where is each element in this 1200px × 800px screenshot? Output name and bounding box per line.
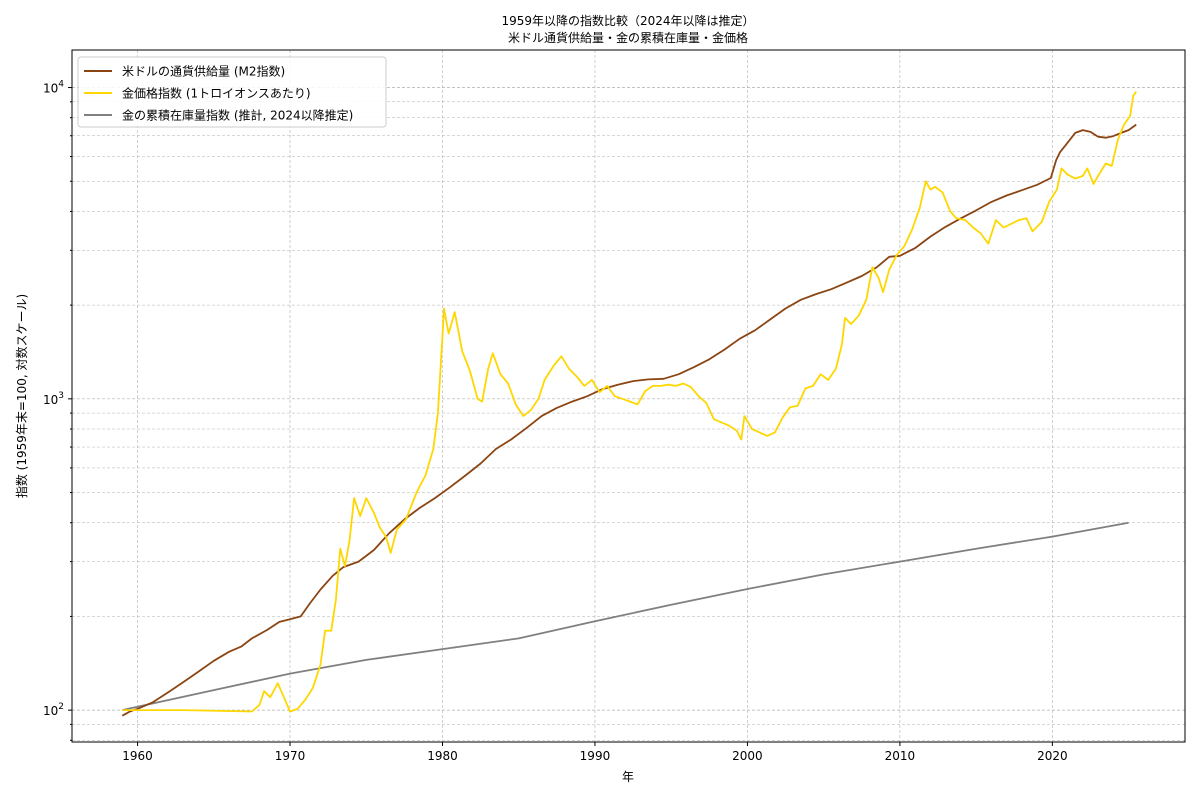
x-tick-label: 1970: [275, 749, 306, 763]
y-tick-label-base: 10: [43, 82, 58, 96]
legend-box: [77, 56, 387, 128]
chart-subtitle: 米ドル通貨供給量・金の累積在庫量・金価格: [508, 30, 748, 45]
legend-label-gold-price: 金価格指数 (1トロイオンスあたり): [122, 86, 311, 101]
x-tick-label: 1990: [580, 749, 611, 763]
legend-label-m2: 米ドルの通貨供給量 (M2指数): [122, 64, 285, 79]
x-tick-label: 2020: [1037, 749, 1068, 763]
y-tick-label: 104: [43, 80, 64, 96]
y-tick-label: 103: [43, 391, 64, 407]
y-tick-label-exponent: 4: [58, 80, 64, 90]
x-tick-label: 2000: [732, 749, 763, 763]
x-tick-label: 1960: [122, 749, 153, 763]
x-tick-label: 1980: [427, 749, 458, 763]
series-line-gold-stock: [122, 521, 1129, 711]
y-tick-label-base: 10: [43, 704, 58, 718]
y-tick-label: 102: [43, 702, 64, 718]
series-layer: [121, 91, 1137, 717]
x-tick-label: 2010: [885, 749, 916, 763]
y-tick-label-exponent: 3: [58, 391, 64, 401]
chart-title: 1959年以降の指数比較（2024年以降は推定）: [501, 13, 754, 28]
legend: 米ドルの通貨供給量 (M2指数) 金価格指数 (1トロイオンスあたり) 金の累積…: [77, 56, 387, 128]
series-line-m2: [121, 123, 1137, 717]
x-axis-label: 年: [622, 770, 634, 784]
legend-label-gold-stock: 金の累積在庫量指数 (推計, 2024以降推定): [122, 108, 353, 123]
y-tick-label-exponent: 2: [58, 702, 64, 712]
plot-frame: [71, 49, 1186, 743]
grid-lines: [72, 50, 1185, 742]
y-tick-label-base: 10: [43, 393, 58, 407]
y-axis-label: 指数 (1959年末=100, 対数スケール): [14, 294, 29, 498]
series-line-gold-price: [122, 91, 1137, 713]
